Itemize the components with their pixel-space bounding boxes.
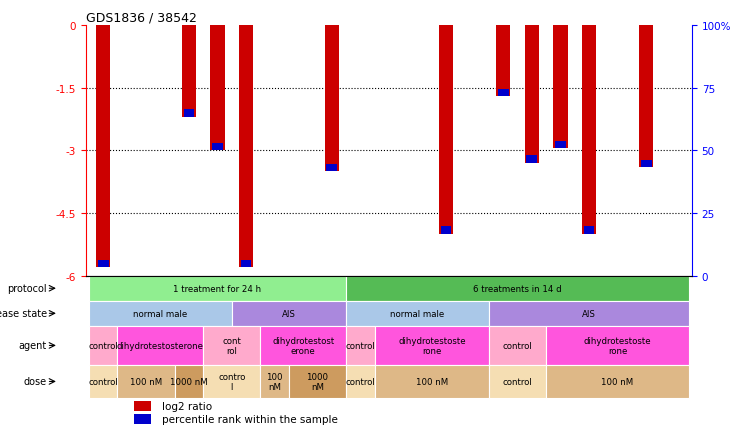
Text: 100 nM: 100 nM [130,377,162,386]
Bar [346,276,689,301]
Text: 1000 nM: 1000 nM [170,377,208,386]
Text: GDS1836 / 38542: GDS1836 / 38542 [86,12,197,25]
Text: dihydrotestosterone: dihydrotestosterone [117,341,203,350]
Bar [641,160,652,168]
Bar [583,227,595,234]
Text: protocol: protocol [7,283,46,293]
Bar [326,164,337,172]
Bar [582,26,596,234]
Bar [89,276,346,301]
Text: 1000
nM: 1000 nM [307,372,328,391]
Bar [135,401,151,411]
Bar [524,26,539,164]
Text: control: control [346,377,375,386]
Text: percentile rank within the sample: percentile rank within the sample [162,414,337,424]
Text: dihydrotestoste
rone: dihydrotestoste rone [583,336,652,355]
Bar [375,365,489,398]
Text: control: control [88,341,118,350]
Text: 100 nM: 100 nM [416,377,448,386]
Bar [489,301,689,326]
Bar [546,326,689,365]
Text: dihydrotestoste
rone: dihydrotestoste rone [398,336,466,355]
Bar [489,365,546,398]
Bar [496,26,510,97]
Bar [260,365,289,398]
Text: normal male: normal male [390,309,444,318]
Bar [555,141,565,149]
Bar [346,301,489,326]
Bar [135,414,151,424]
Bar [239,26,254,268]
Bar [439,26,453,234]
Bar [441,227,452,234]
Bar [346,326,375,365]
Text: AIS: AIS [582,309,596,318]
Text: 6 treatments in 14 d: 6 treatments in 14 d [473,284,562,293]
Text: agent: agent [19,341,46,351]
Text: log2 ratio: log2 ratio [162,401,212,411]
Bar [346,365,375,398]
Bar [260,326,346,365]
Text: control: control [346,341,375,350]
Text: control: control [88,377,118,386]
Bar [325,26,339,172]
Text: control: control [503,377,533,386]
Bar [117,326,203,365]
Text: contro
l: contro l [218,372,245,391]
Bar [639,26,653,168]
Bar [375,326,489,365]
Bar [98,260,108,268]
Bar [96,26,110,268]
Bar [89,301,232,326]
Text: normal male: normal male [133,309,188,318]
Text: cont
rol: cont rol [222,336,241,355]
Bar [183,110,194,118]
Bar [241,260,251,268]
Text: 1 treatment for 24 h: 1 treatment for 24 h [174,284,262,293]
Bar [232,301,346,326]
Text: dihydrotestost
erone: dihydrotestost erone [272,336,334,355]
Text: dose: dose [23,377,46,387]
Bar [182,26,196,118]
Text: 100 nM: 100 nM [601,377,634,386]
Bar [210,26,224,151]
Bar [546,365,689,398]
Text: AIS: AIS [282,309,296,318]
Bar [117,365,174,398]
Bar [89,365,117,398]
Bar [174,365,203,398]
Bar [554,26,568,149]
Text: control: control [503,341,533,350]
Bar [527,156,537,164]
Bar [212,144,223,151]
Text: disease state: disease state [0,309,46,319]
Bar [489,326,546,365]
Bar [289,365,346,398]
Bar [498,89,509,97]
Bar [203,365,260,398]
Text: 100
nM: 100 nM [266,372,283,391]
Bar [203,326,260,365]
Bar [89,326,117,365]
